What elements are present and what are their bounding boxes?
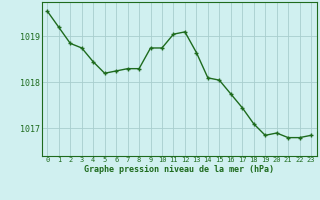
- X-axis label: Graphe pression niveau de la mer (hPa): Graphe pression niveau de la mer (hPa): [84, 165, 274, 174]
